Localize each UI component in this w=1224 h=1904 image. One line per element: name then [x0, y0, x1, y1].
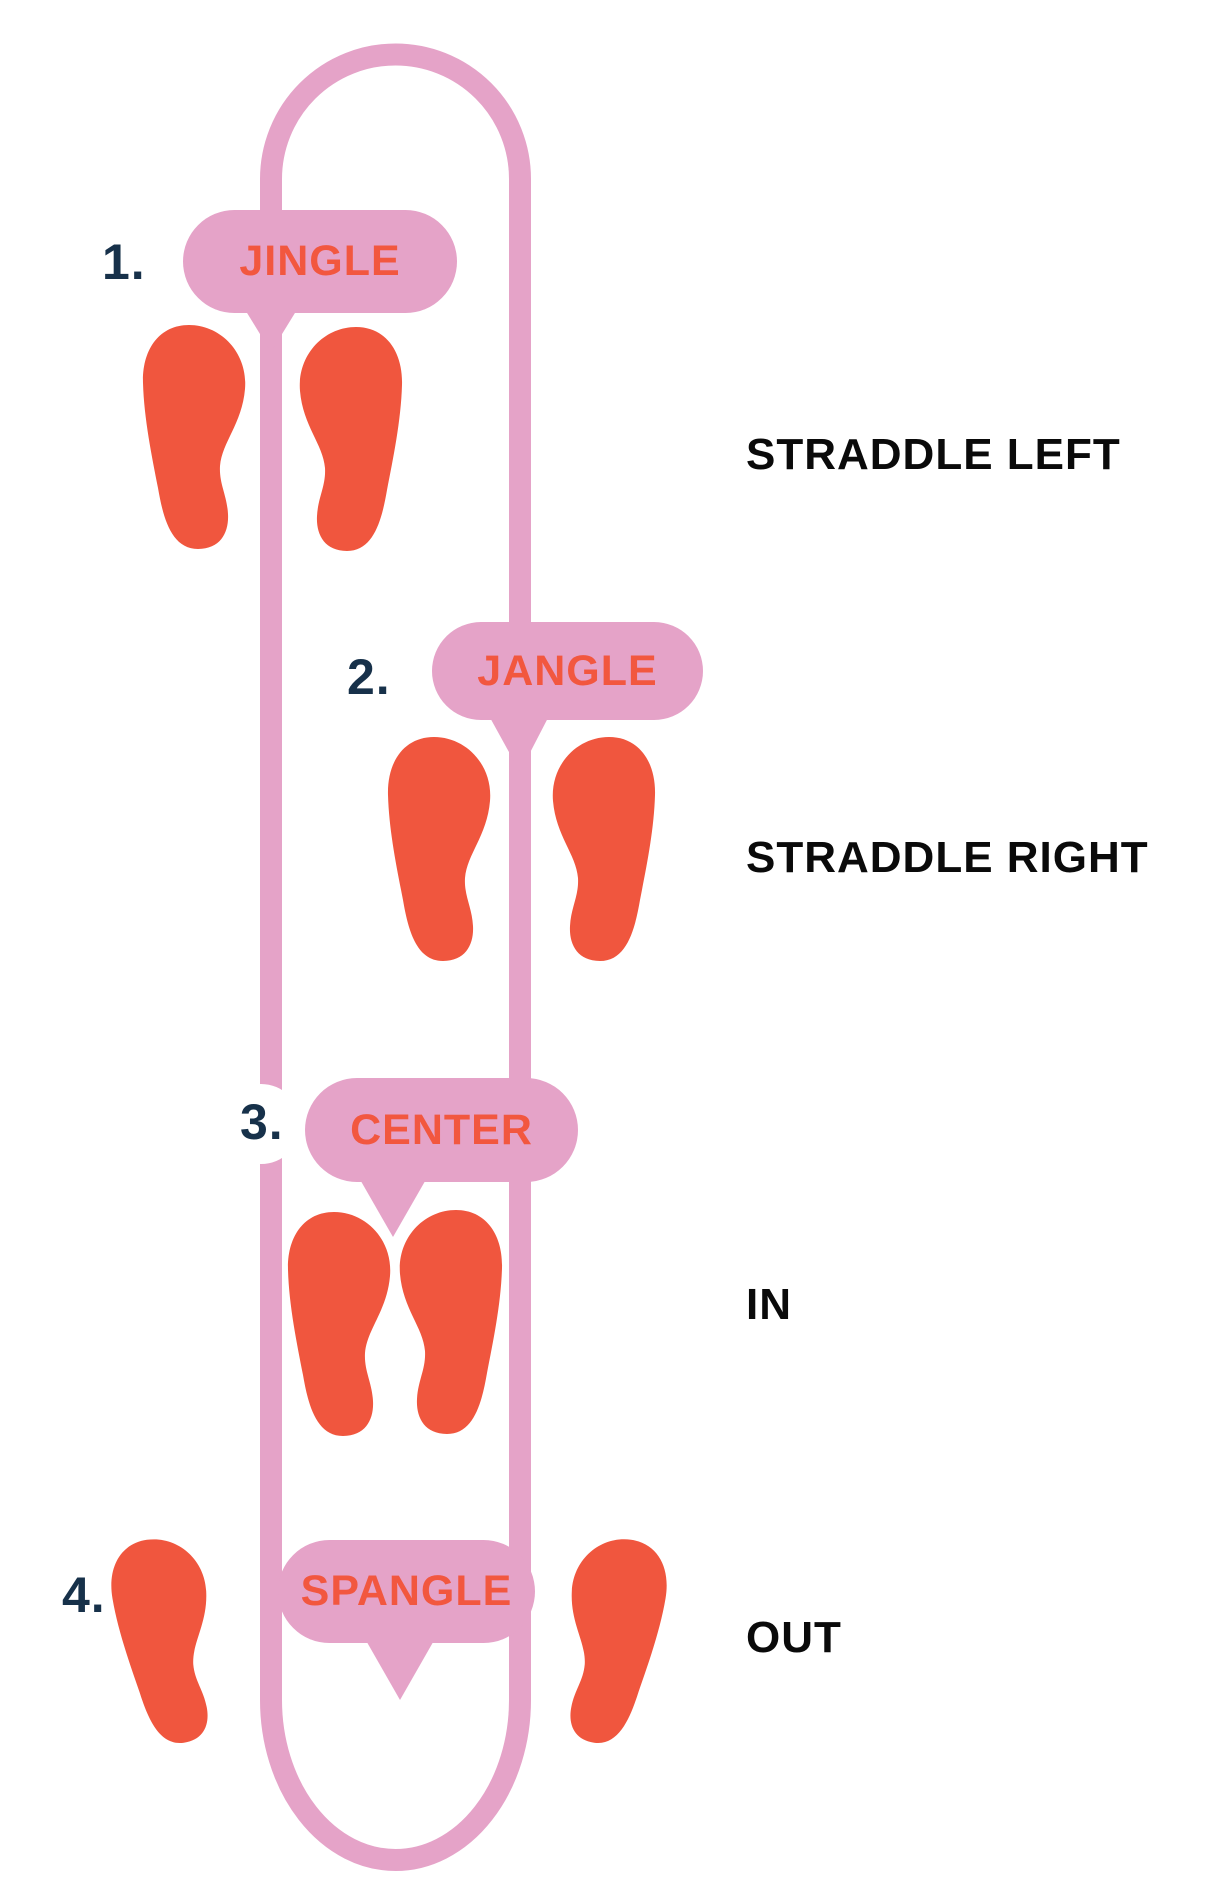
step-number-4: 4.: [62, 1567, 106, 1623]
bubble-tail-jingle: [244, 308, 298, 352]
step-number-1: 1.: [102, 234, 146, 290]
movement-loop-path: [260, 43, 531, 1871]
footprint-icon-step3-right: [399, 1210, 503, 1434]
footprint-icon-step3-left: [287, 1212, 391, 1436]
footprint-icon-step2-right: [552, 737, 656, 961]
position-label-out: OUT: [746, 1613, 842, 1662]
bubble-center-label: CENTER: [350, 1105, 533, 1154]
position-label-in: IN: [746, 1280, 792, 1329]
bubble-jingle: JINGLE: [183, 210, 457, 313]
number-3-halo: [221, 1084, 301, 1164]
position-label-straddle-right: STRADDLE RIGHT: [746, 833, 1149, 882]
footprint-icon-step4-left: [105, 1532, 227, 1750]
footprint-icon-step1-left: [142, 325, 246, 549]
position-label-straddle-left: STRADDLE LEFT: [746, 430, 1121, 479]
bubble-tail-jangle: [488, 714, 550, 772]
footprint-icon-step2-left: [387, 737, 491, 961]
bubble-jingle-label: JINGLE: [239, 237, 401, 285]
footprint-icon-step4-right: [551, 1532, 673, 1750]
bubble-tail-spangle: [364, 1637, 436, 1700]
step-number-3: 3.: [240, 1094, 284, 1150]
bubble-spangle: SPANGLE: [278, 1540, 535, 1643]
footprint-icon-step1-right: [299, 327, 403, 551]
bubble-tail-center: [358, 1176, 428, 1237]
bubble-jangle: JANGLE: [432, 622, 703, 720]
bubble-center: CENTER: [305, 1078, 578, 1182]
bubble-jangle-label: JANGLE: [477, 646, 658, 695]
step-number-2: 2.: [347, 649, 391, 705]
bubble-spangle-label: SPANGLE: [300, 1567, 513, 1615]
